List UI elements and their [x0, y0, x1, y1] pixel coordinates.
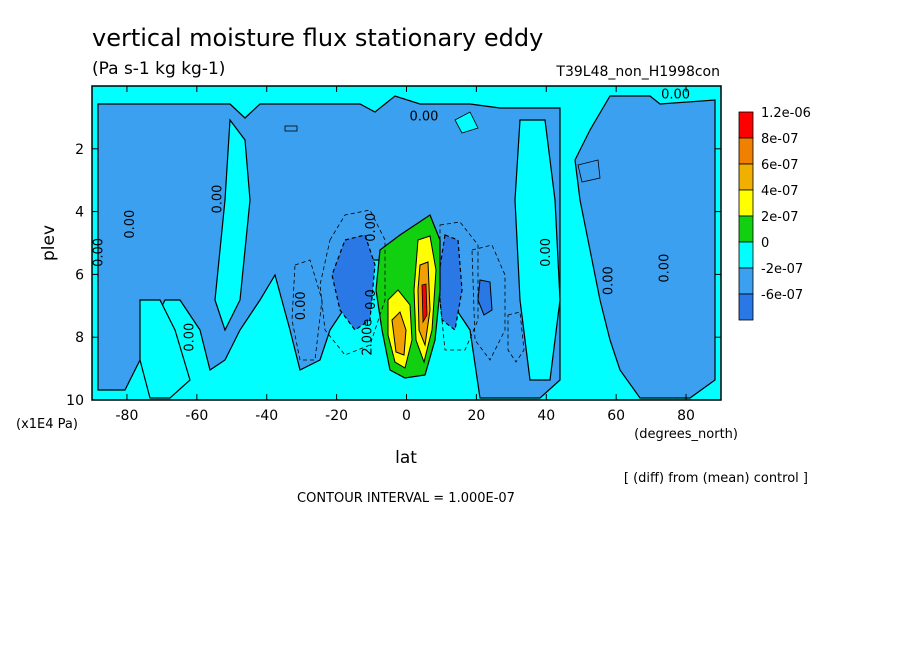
contour-label: 0.00: [210, 185, 225, 214]
legend-swatch: [738, 163, 754, 191]
chart-title: vertical moisture flux stationary eddy: [92, 24, 543, 52]
dashed-contour-4: [291, 259, 323, 361]
x-tick-label: -60: [185, 408, 208, 424]
x-axis-units: (degrees_north): [634, 427, 738, 442]
legend-label: 1.2e-06: [761, 106, 811, 121]
y-tick-label: 6: [75, 267, 84, 283]
experiment-label: T39L48_non_H1998con: [555, 64, 720, 80]
x-tick-label: 0: [402, 408, 411, 424]
colorbar-legend: 1.2e-06 8e-07 6e-07 4e-07 2e-07 0 -2e-07 -6e-07: [738, 106, 811, 321]
legend-swatch: [738, 189, 754, 217]
y-axis: 2 4 6 8 10: [66, 142, 721, 409]
contour-label: 0.00: [602, 266, 617, 295]
positive-strip-e: [514, 119, 561, 381]
small-feature-1: [284, 125, 298, 132]
y-tick-label: 10: [66, 393, 84, 409]
dashed-contour-5: [507, 311, 525, 363]
legend-swatch: [738, 111, 754, 139]
dashed-contour-1: [319, 209, 386, 356]
contour-label: 0.00: [123, 210, 138, 239]
legend-label: 0: [761, 236, 769, 251]
positive-core-red: [421, 283, 428, 324]
x-axis-label: lat: [395, 448, 417, 468]
legend-swatch: [738, 241, 754, 269]
x-tick-label: -40: [255, 408, 278, 424]
legend-swatch: [738, 137, 754, 165]
contour-label: 0.00: [658, 254, 673, 283]
negative-region-east: [574, 95, 716, 399]
contour-label: 0.0: [364, 289, 379, 310]
small-feature-2: [577, 159, 601, 183]
contour-label: 0.00: [294, 291, 309, 320]
y-tick-label: 2: [75, 142, 84, 158]
y-tick-label: 4: [75, 205, 84, 221]
legend-label: 2e-07: [761, 210, 799, 225]
y-axis-label: plev: [39, 225, 59, 261]
contour-label: 0.00: [364, 213, 379, 242]
legend-label: -2e-07: [761, 262, 803, 277]
positive-core-orange-1: [391, 311, 407, 356]
legend-label: -6e-07: [761, 288, 803, 303]
legend-label: 6e-07: [761, 158, 799, 173]
chart-units: (Pa s-1 kg kg-1): [92, 59, 225, 79]
x-tick-label: 80: [677, 408, 695, 424]
diff-note: [ (diff) from (mean) control ]: [624, 471, 808, 486]
legend-swatch: [738, 215, 754, 243]
plot-area: 0.000.000.000.000.000.000.000.000.000.00…: [91, 85, 722, 401]
legend-label: 4e-07: [761, 184, 799, 199]
contour-label: 0.00: [661, 88, 690, 103]
x-tick-label: 60: [607, 408, 625, 424]
contour-labels: 0.000.000.000.000.000.000.000.000.000.00…: [91, 88, 690, 356]
contour-label: 2.00e: [361, 319, 376, 356]
legend-swatch: [738, 293, 754, 321]
contour-label: 0.00: [91, 238, 106, 267]
legend-label: 8e-07: [761, 132, 799, 147]
x-axis: -80 -60 -40 -20 0 20 40 60 80: [116, 86, 695, 424]
positive-strip-w: [214, 118, 251, 332]
x-tick-label: 40: [537, 408, 555, 424]
x-tick-label: 20: [467, 408, 485, 424]
positive-pocket-sw: [139, 299, 191, 399]
contour-label: 0.00: [409, 110, 438, 125]
contour-label: 0.00: [182, 323, 197, 352]
x-tick-label: -80: [116, 408, 139, 424]
legend-swatch: [738, 267, 754, 295]
dashed-contour-2: [439, 221, 479, 351]
negative-minimum-1: [331, 234, 376, 331]
small-feature-3: [454, 111, 479, 134]
contour-label: 0.00: [539, 238, 554, 267]
dashed-contour-3: [471, 244, 506, 361]
y-tick-label: 8: [75, 330, 84, 346]
y-axis-units: (x1E4 Pa): [16, 417, 78, 432]
x-tick-label: -20: [325, 408, 348, 424]
contour-interval: CONTOUR INTERVAL = 1.000E-07: [297, 491, 515, 506]
